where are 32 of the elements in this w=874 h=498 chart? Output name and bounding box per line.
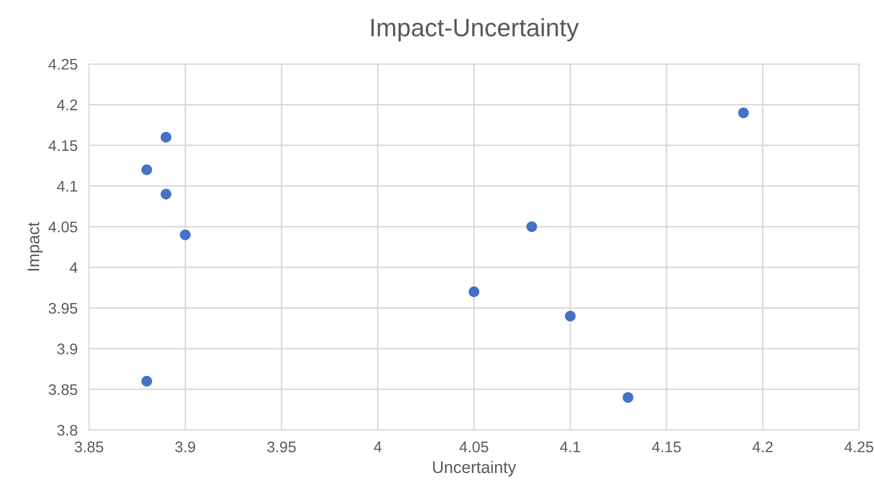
point: [141, 376, 152, 387]
y-tick-label: 3.8: [57, 424, 78, 436]
y-tick-label: 3.9: [57, 344, 78, 354]
point: [141, 164, 152, 176]
x-tick-label: 4.05: [459, 442, 488, 452]
y-tick-label: 4.25: [48, 58, 78, 70]
point: [160, 132, 172, 143]
x-tick-label: 3.95: [267, 442, 296, 452]
point: [526, 221, 538, 232]
chart-title: Impact-Uncertainty: [371, 18, 579, 42]
y-tick-label: 3.95: [48, 302, 78, 314]
y-axis-title: Impact: [28, 222, 43, 270]
x-tick-label: 4.2: [752, 442, 773, 452]
y-tick-label: 4.1: [57, 181, 78, 192]
point: [160, 188, 172, 200]
y-tick-label: 4.05: [48, 222, 78, 232]
x-tick-label: 4.25: [844, 442, 874, 452]
y-tick-label: 3.85: [48, 384, 78, 396]
point: [564, 310, 576, 322]
x-tick-label: 3.85: [74, 442, 104, 452]
point: [468, 286, 480, 298]
x-tick-label: 3.9: [175, 442, 196, 452]
x-tick-label: 4.15: [652, 442, 681, 452]
y-tick-label: 4.15: [48, 140, 78, 152]
y-tick-label: 4: [70, 262, 78, 273]
point: [622, 392, 634, 403]
x-axis-title: Uncertainty: [433, 460, 516, 476]
point: [180, 229, 191, 240]
x-tick-label: 4.1: [560, 442, 580, 452]
point: [738, 107, 749, 118]
y-tick-label: 4.2: [57, 100, 78, 110]
x-tick-label: 4: [374, 442, 382, 452]
